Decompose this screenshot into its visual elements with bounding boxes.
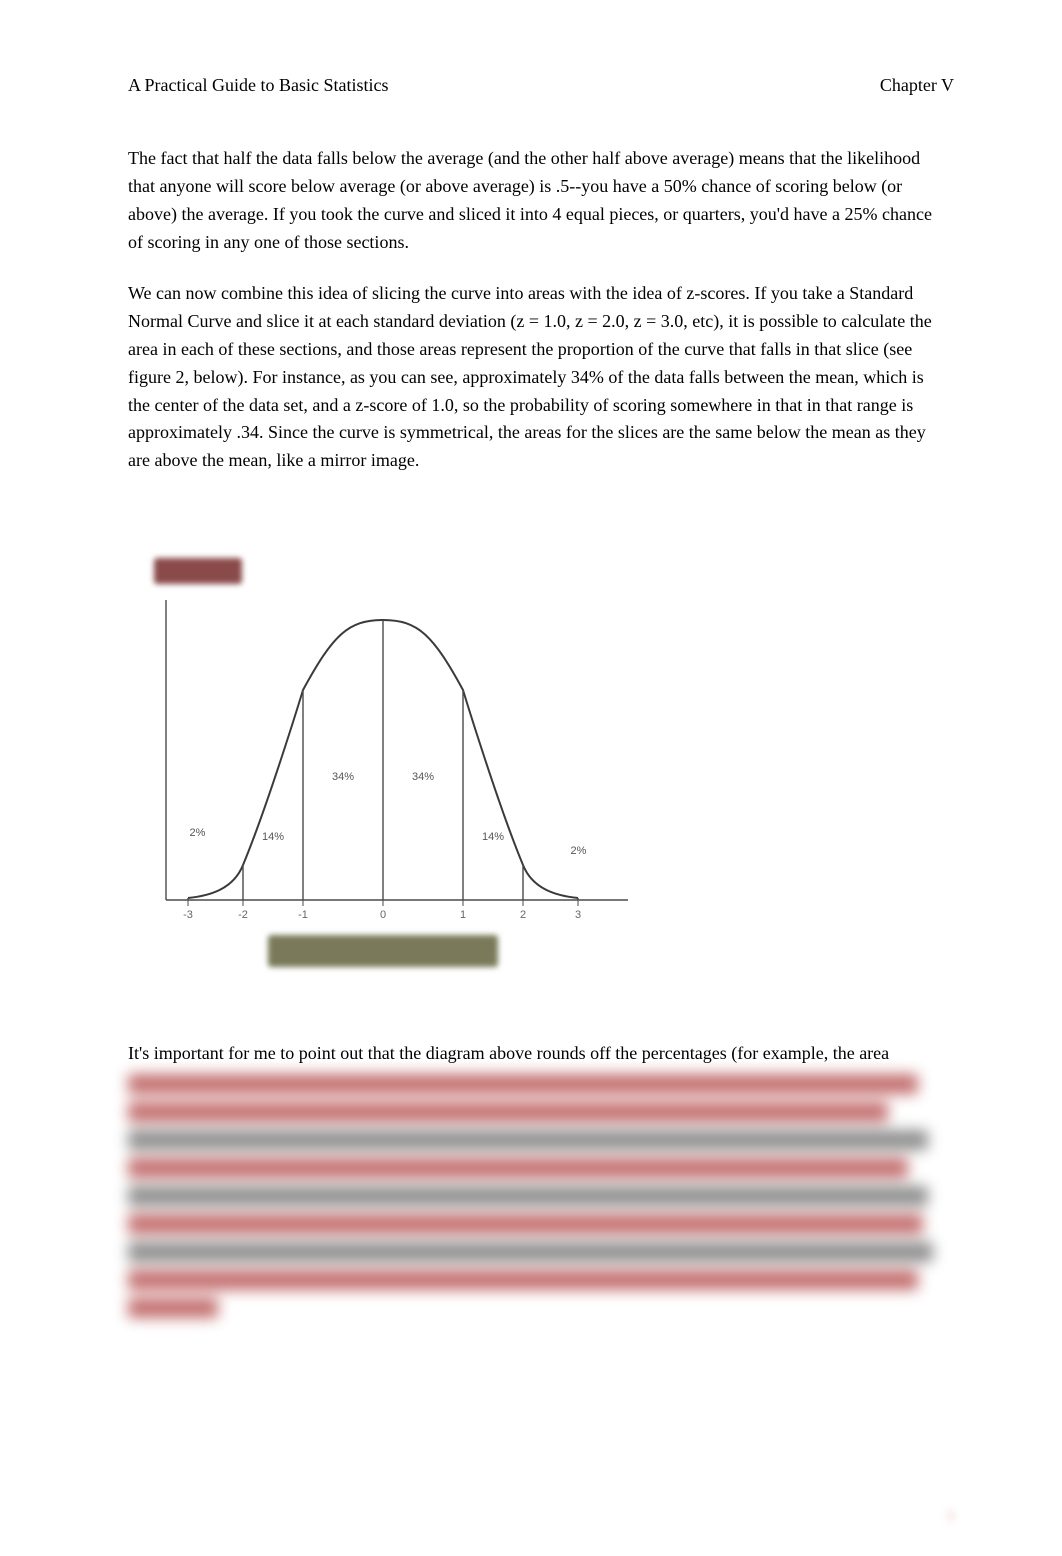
paragraph-1: The fact that half the data falls below … xyxy=(128,145,938,257)
blurred-line xyxy=(128,1270,918,1290)
header-left: A Practical Guide to Basic Statistics xyxy=(128,75,388,96)
normal-curve-svg: 34% 34% 14% 14% 2% 2% -3 -2 -1 0 1 2 3 xyxy=(128,540,668,980)
paragraph-2: We can now combine this idea of slicing … xyxy=(128,280,938,475)
blurred-line xyxy=(128,1298,218,1318)
svg-text:14%: 14% xyxy=(262,831,284,843)
svg-text:2: 2 xyxy=(520,909,526,921)
blurred-text-block xyxy=(128,1074,938,1309)
svg-text:1: 1 xyxy=(460,909,466,921)
svg-text:3: 3 xyxy=(575,909,581,921)
svg-text:-1: -1 xyxy=(298,909,308,921)
blurred-line xyxy=(128,1074,918,1094)
header-right: Chapter V xyxy=(880,75,954,96)
page-number: 3 xyxy=(946,1508,954,1526)
blurred-line xyxy=(128,1186,928,1206)
blurred-line xyxy=(128,1130,928,1150)
paragraph-3-visible-line: It's important for me to point out that … xyxy=(128,1040,938,1068)
svg-text:34%: 34% xyxy=(332,771,354,783)
svg-text:-3: -3 xyxy=(183,909,193,921)
blurred-line xyxy=(128,1242,933,1262)
page: A Practical Guide to Basic Statistics Ch… xyxy=(0,0,1062,1556)
svg-text:14%: 14% xyxy=(482,831,504,843)
blurred-line xyxy=(128,1158,908,1178)
blurred-line xyxy=(128,1102,888,1122)
blurred-line xyxy=(128,1214,923,1234)
svg-text:0: 0 xyxy=(380,909,386,921)
svg-text:2%: 2% xyxy=(571,845,587,857)
svg-text:-2: -2 xyxy=(238,909,248,921)
figure-2-normal-curve: 34% 34% 14% 14% 2% 2% -3 -2 -1 0 1 2 3 xyxy=(128,540,668,980)
svg-text:2%: 2% xyxy=(190,827,206,839)
svg-text:34%: 34% xyxy=(412,771,434,783)
